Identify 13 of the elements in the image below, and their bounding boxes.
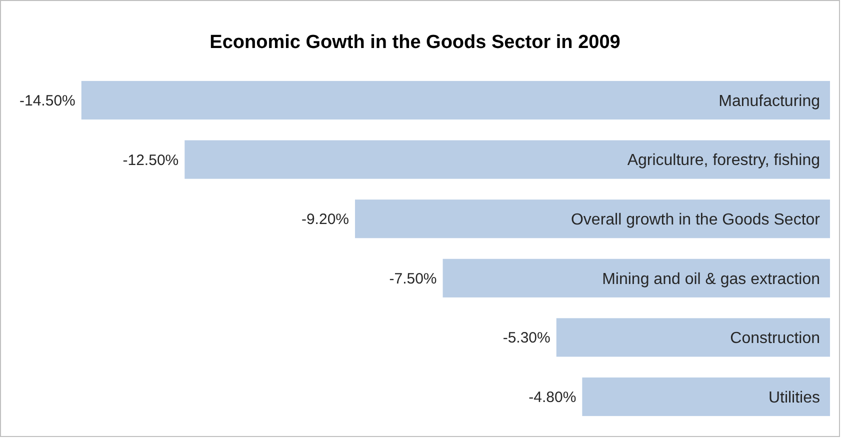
y-tick-label: Overall growth in the Goods Sector	[570, 211, 821, 228]
y-tick-label: Utilities	[768, 389, 820, 406]
data-label: -9.20%	[301, 211, 350, 228]
data-label: -14.50%	[20, 92, 76, 110]
data-label: -5.30%	[502, 330, 550, 347]
data-label: -4.80%	[528, 389, 576, 406]
y-tick-label: Mining and oil & gas extraction	[602, 270, 820, 288]
y-tick-label: Manufacturing	[718, 92, 820, 110]
y-tick-label: Agriculture, forestry, fishing	[627, 152, 820, 170]
data-label: -7.50%	[389, 270, 437, 288]
data-label: -12.50%	[122, 152, 179, 169]
y-tick-label: Construction	[730, 330, 820, 348]
chart-title: Economic Gowth in the Goods Sector in 2009	[210, 32, 620, 53]
